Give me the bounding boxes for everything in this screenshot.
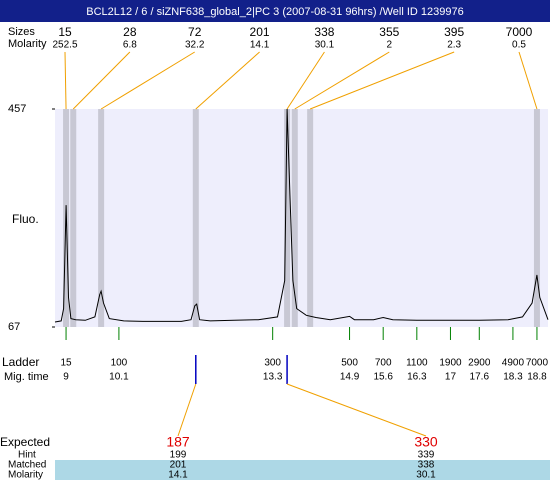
peak-size: 7000: [506, 25, 533, 39]
matched-label: Matched: [8, 460, 46, 471]
peak-band: [533, 109, 540, 327]
ladder-size: 7000: [526, 358, 549, 369]
peak-connector: [72, 51, 131, 110]
peak-molarity: 30.1: [315, 40, 335, 51]
molarity-row-label: Molarity: [8, 470, 43, 480]
ladder-time: 9: [63, 372, 69, 383]
peak-molarity: 14.1: [250, 40, 270, 51]
ladder-time: 17: [445, 372, 457, 383]
peak-band: [98, 109, 105, 327]
ladder-size: 4900: [502, 358, 525, 369]
hint-label: Hint: [18, 450, 36, 461]
ladder-size: 300: [264, 358, 281, 369]
peak-size: 15: [58, 25, 72, 39]
molarity-header: Molarity: [8, 38, 47, 50]
ladder-time: 16.3: [407, 372, 427, 383]
ladder-time: 13.3: [263, 372, 283, 383]
peak-band: [284, 109, 291, 327]
peak-connector: [309, 51, 455, 110]
ladder-time: 14.9: [340, 372, 360, 383]
peak-band: [307, 109, 314, 327]
matched-molarity: 14.1: [168, 470, 188, 480]
peak-connector: [64, 51, 67, 110]
ladder-time: 17.6: [470, 372, 490, 383]
hint-value: 339: [418, 450, 435, 461]
peak-molarity: 6.8: [123, 40, 137, 51]
peak-size: 338: [314, 25, 334, 39]
ladder-time: 18.3: [503, 372, 523, 383]
expected-connector: [286, 383, 427, 437]
ladder-size: 500: [341, 358, 358, 369]
title-bar: [0, 0, 550, 22]
ladder-time: 10.1: [109, 372, 129, 383]
peak-size: 201: [250, 25, 270, 39]
expected-size: 187: [166, 434, 190, 450]
expected-connector: [177, 383, 197, 437]
peak-band: [291, 109, 298, 327]
matched-value: 338: [418, 460, 435, 471]
ladder-size: 100: [111, 358, 128, 369]
peak-size: 395: [444, 25, 464, 39]
y-axis-label: Fluo.: [12, 212, 39, 226]
expected-size: 330: [414, 434, 438, 450]
trace: [54, 108, 549, 323]
ladder-label: Ladder: [2, 355, 39, 369]
ladder-size: 15: [60, 358, 72, 369]
matched-row-bg: [55, 460, 550, 480]
peak-connector: [100, 51, 195, 110]
peak-molarity: 0.5: [512, 40, 526, 51]
peak-molarity: 32.2: [185, 40, 205, 51]
plot-area: [55, 109, 548, 327]
peak-connector: [518, 51, 538, 110]
peak-connector: [294, 51, 390, 110]
peak-band: [192, 109, 199, 327]
expected-label: Expected: [0, 435, 50, 449]
peak-molarity: 2: [387, 40, 393, 51]
y-tick-label: 457: [8, 103, 26, 115]
ladder-size: 1900: [439, 358, 462, 369]
ladder-size: 2900: [468, 358, 491, 369]
ladder-size: 700: [375, 358, 392, 369]
peak-molarity: 252.5: [52, 40, 77, 51]
ladder-size: 1100: [406, 358, 428, 369]
matched-molarity: 30.1: [416, 470, 436, 480]
peak-connector: [195, 51, 260, 110]
peak-size: 355: [379, 25, 399, 39]
hint-value: 199: [170, 450, 187, 461]
title: BCL2L12 / 6 / siZNF638_global_2|PC 3 (20…: [86, 6, 464, 18]
peak-band: [70, 109, 77, 327]
y-tick-label: 67: [8, 321, 20, 333]
ladder-time: 15.6: [373, 372, 393, 383]
matched-value: 201: [170, 460, 187, 471]
sizes-header: Sizes: [8, 26, 35, 38]
ladder-time: 18.8: [527, 372, 547, 383]
peak-size: 28: [123, 25, 137, 39]
migtime-label: Mig. time: [4, 371, 49, 383]
peak-molarity: 2.3: [447, 40, 461, 51]
peak-connector: [286, 51, 325, 110]
peak-size: 72: [188, 25, 202, 39]
